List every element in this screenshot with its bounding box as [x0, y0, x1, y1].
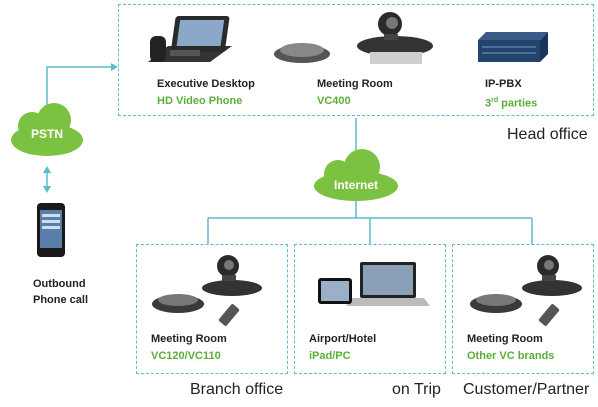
customer-box: [452, 244, 594, 374]
head-device-3-subtitle: 3rd parties: [485, 97, 538, 110]
head-device-3-title: IP-PBX: [485, 78, 522, 90]
pstn-cloud: [11, 103, 83, 156]
branch-1-title: Meeting Room: [151, 333, 227, 345]
head-office-label: Head office: [507, 126, 588, 143]
branch-1-subtitle: VC120/VC110: [151, 350, 221, 362]
branch-2-title: Airport/Hotel: [309, 333, 377, 345]
mobile-line-2: Phone call: [33, 294, 89, 306]
trip-box: [294, 244, 446, 374]
head-device-2-subtitle: VC400: [317, 95, 351, 107]
pstn-label: PSTN: [30, 127, 63, 141]
head-device-1-title: Executive Desktop: [157, 78, 255, 90]
customer-partner-label: Customer/Partner: [463, 381, 590, 398]
branch-2-subtitle: iPad/PC: [309, 350, 351, 362]
branch-office-label: Branch office: [190, 381, 284, 398]
head-device-1-subtitle: HD Video Phone: [157, 95, 243, 107]
internet-cloud: [314, 149, 398, 201]
head-office-box: [118, 4, 594, 116]
mobile-line-1: Outbound: [33, 278, 86, 290]
branch-office-box: [136, 244, 288, 374]
trip-label: on Trip: [392, 381, 441, 398]
branch-3-subtitle: Other VC brands: [467, 350, 555, 362]
branch-3-title: Meeting Room: [467, 333, 543, 345]
head-device-2-title: Meeting Room: [317, 78, 393, 90]
internet-label: Internet: [333, 178, 378, 192]
